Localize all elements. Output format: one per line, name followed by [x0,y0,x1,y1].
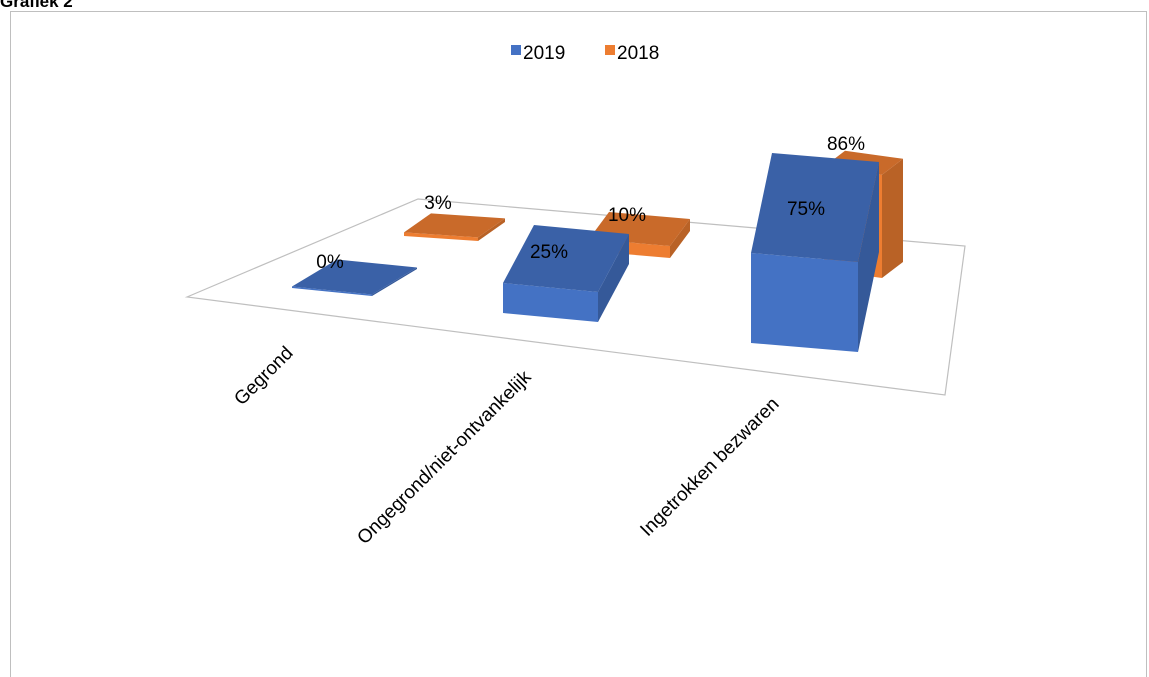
bar-top-face [503,225,629,292]
legend-swatch-2019 [511,45,521,55]
bar-front-face [404,232,478,241]
data-label-2019-2: 75% [787,199,825,220]
bar-side-face [882,158,903,278]
data-label-2018-0: 3% [424,193,452,214]
bar-2019-1 [503,225,629,322]
data-labels: 3% 10% 0% 25% 86% 75% [316,134,865,273]
data-label-2018-1: 10% [608,205,646,226]
bar-front-face [503,283,598,322]
data-label-2019-0: 0% [316,252,344,273]
category-label-0: Gegrond [230,343,297,410]
bar-2019-0 [292,259,417,296]
data-label-2019-1: 25% [530,242,568,263]
bar-top-face [404,213,505,238]
bar-side-face [858,162,879,352]
bar-front-face [751,253,858,352]
bar-side-face [670,219,690,258]
legend-label-2018: 2018 [617,43,659,64]
category-label-1: Ongegrond/niet-ontvankelijk [353,366,535,548]
bar-top-face [292,259,417,295]
legend: 2019 2018 [511,43,659,64]
bars [292,150,903,352]
bar-top-face [751,153,879,262]
bar-side-face [372,267,417,296]
bar-2018-0 [404,213,505,241]
bar-2019-2 [751,153,879,352]
chart-heading: Grafiek 2 [0,0,73,11]
legend-label-2019: 2019 [523,43,565,64]
category-labels: Gegrond Ongegrond/niet-ontvankelijk Ingetr… [230,343,783,549]
data-label-2018-2: 86% [827,134,865,155]
legend-swatch-2018 [605,45,615,55]
category-label-2: Ingetrokken bezwaren [636,394,783,541]
bar-side-face [478,218,505,241]
chart-frame [10,11,1147,677]
bar-side-face [598,234,629,322]
bar-front-face [292,286,372,296]
